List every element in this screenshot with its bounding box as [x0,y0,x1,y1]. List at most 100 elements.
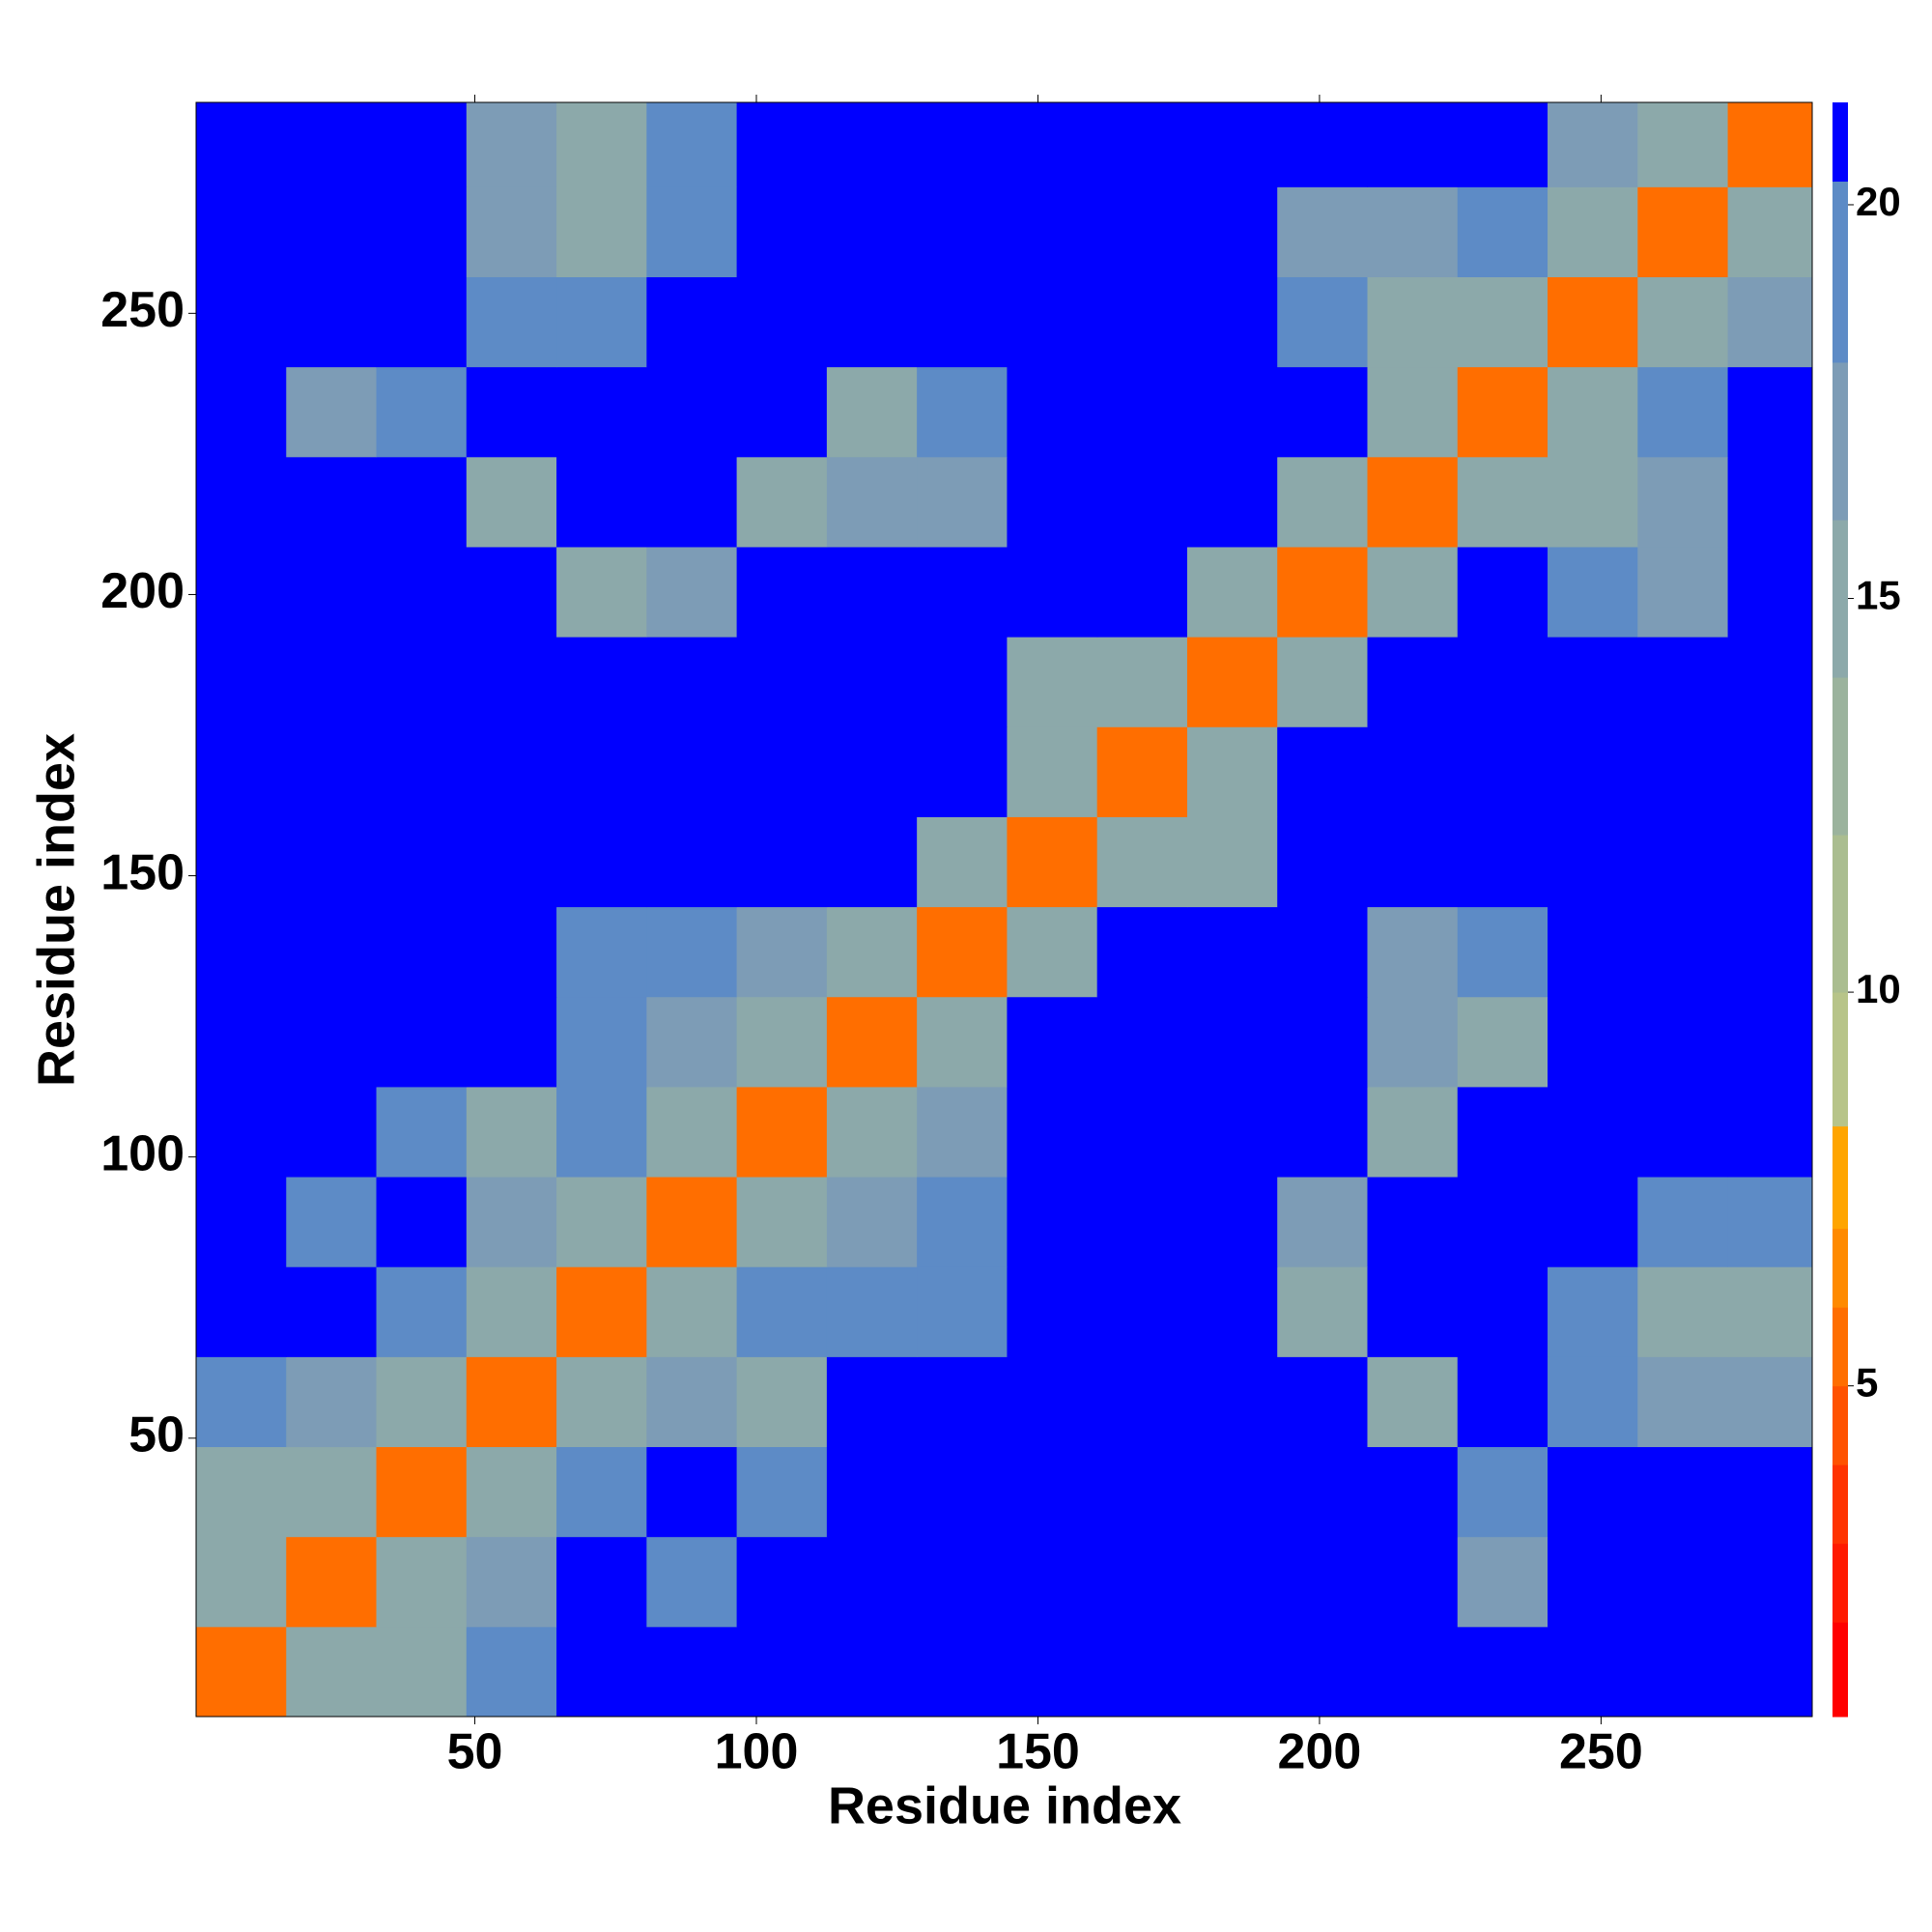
heatmap-cell [286,546,378,638]
heatmap-cell [826,816,918,908]
heatmap-cell [1548,1446,1638,1538]
heatmap-cell [1186,456,1278,548]
heatmap-cell [1727,1446,1813,1538]
heatmap-cell [1186,726,1278,817]
heatmap-cell [1007,1086,1098,1178]
heatmap-cell [736,1536,828,1628]
heatmap-cell [1637,1446,1729,1538]
heatmap-cell [1727,816,1813,908]
colorbar-segment [1833,835,1848,993]
heatmap-cell [286,996,378,1088]
heatmap-cell [736,102,828,187]
heatmap-cell [826,276,918,368]
y-axis-title: Residue index [27,733,85,1087]
heatmap-cell [917,1266,1008,1357]
heatmap-cell [646,546,738,638]
heatmap-cell [1457,456,1548,548]
heatmap-cell [1367,996,1459,1088]
heatmap-cell [286,906,378,998]
heatmap-cell [1548,996,1638,1088]
heatmap-cell [1096,456,1188,548]
heatmap-cell [917,816,1008,908]
heatmap-cell [1727,456,1813,548]
heatmap-cell [466,546,557,638]
colorbar-tick-label: 20 [1856,179,1901,224]
heatmap-cell [646,1536,738,1628]
heatmap-cell [1727,366,1813,458]
y-tick-label: 200 [100,563,185,619]
heatmap-cell [1277,186,1368,277]
heatmap-cell [826,546,918,638]
heatmap-cell [466,456,557,548]
heatmap-cell [196,1446,287,1538]
heatmap-cell [1186,1536,1278,1628]
heatmap-cell [466,1086,557,1178]
x-tick-label: 150 [996,1724,1080,1780]
heatmap-cell [736,1446,828,1538]
heatmap-cell [1637,456,1729,548]
heatmap-cell [826,456,918,548]
heatmap-cell [196,1086,287,1178]
heatmap-cell [826,186,918,277]
heatmap-cell [1007,906,1098,998]
heatmap-cell [286,816,378,908]
heatmap-cell [286,1446,378,1538]
heatmap-cell [917,637,1008,727]
heatmap-cell [1007,637,1098,727]
heatmap-cell [196,1536,287,1628]
heatmap-cell [646,1086,738,1178]
heatmap-cell [917,186,1008,277]
heatmap-cell [286,637,378,727]
heatmap-cell [196,1266,287,1357]
heatmap-cell [826,1446,918,1538]
heatmap-cell [376,186,468,277]
heatmap-cell [1096,102,1188,187]
heatmap-cell [1096,1266,1188,1357]
heatmap-cell [1367,1536,1459,1628]
heatmap-cell [1186,186,1278,277]
heatmap-cell [376,456,468,548]
heatmap-cell [826,726,918,817]
heatmap-cell [1186,546,1278,638]
heatmap-cell [826,1626,918,1718]
heatmap-cell [196,546,287,638]
heatmap-cell [1277,1446,1368,1538]
heatmap-cell [646,906,738,998]
heatmap-cell [1096,726,1188,817]
heatmap-cell [1367,816,1459,908]
heatmap-cell [736,1356,828,1448]
heatmap-cell [376,1446,468,1538]
x-axis-title: Residue index [828,1776,1181,1834]
heatmap-cell [646,1626,738,1718]
heatmap-cell [1367,186,1459,277]
heatmap-cell [1007,546,1098,638]
heatmap-cell [196,996,287,1088]
heatmap-cell [826,996,918,1088]
heatmap-cell [196,1356,287,1448]
heatmap-cell [1277,456,1368,548]
heatmap-cell [1096,1356,1188,1448]
heatmap-cell [646,816,738,908]
heatmap-cell [1096,816,1188,908]
heatmap-cell [1096,1536,1188,1628]
heatmap-cell [1277,1626,1368,1718]
heatmap-cell [466,996,557,1088]
heatmap-cell [1727,1536,1813,1628]
heatmap-cell [1637,816,1729,908]
heatmap-cell [376,996,468,1088]
heatmap-cell [1277,366,1368,458]
heatmap-cell [736,456,828,548]
heatmap-cell [736,546,828,638]
heatmap-cell [1457,816,1548,908]
heatmap-cell [1548,906,1638,998]
heatmap-cell [1007,1356,1098,1448]
heatmap-cell [736,276,828,368]
heatmap-cell [1096,546,1188,638]
heatmap-cell [1727,906,1813,998]
heatmap-cell [917,1626,1008,1718]
heatmap-cell [376,1177,468,1267]
heatmap-cell [1727,996,1813,1088]
heatmap-cell [556,276,647,368]
heatmap-cell [286,1626,378,1718]
